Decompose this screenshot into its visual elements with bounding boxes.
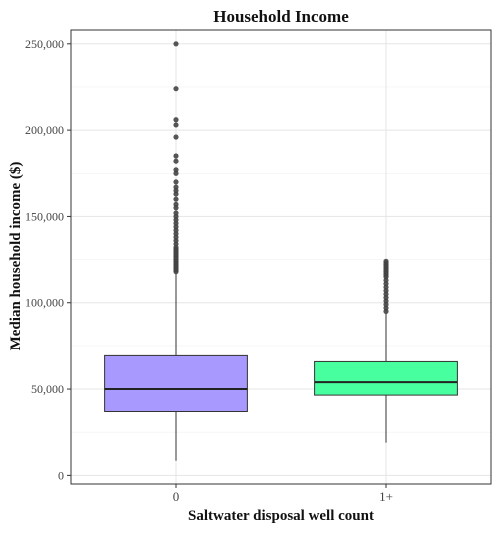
chart-title: Household Income <box>213 7 349 26</box>
box-group-one-plus <box>314 258 458 443</box>
y-tick-label: 150,000 <box>25 209 64 223</box>
outlier-point <box>173 86 179 92</box>
outlier-point <box>173 196 179 202</box>
outlier-point <box>173 179 179 185</box>
outlier-point <box>173 184 179 190</box>
outlier-point <box>383 258 389 264</box>
iqr-box <box>314 360 458 396</box>
outlier-point <box>173 153 179 159</box>
outlier-point <box>173 117 179 123</box>
box-layer <box>104 41 458 461</box>
outlier-point <box>173 210 179 216</box>
outlier-point <box>173 201 179 207</box>
x-tick-label: 1+ <box>379 489 393 504</box>
axis-layer: 0 50,000 100,000 150,000 200,000 250,000 0 1+ <box>25 37 393 504</box>
outlier-point <box>173 158 179 164</box>
y-tick-label: 100,000 <box>25 296 64 310</box>
grid-layer <box>71 30 491 484</box>
iqr-box <box>104 354 248 412</box>
outlier-point <box>173 122 179 128</box>
y-tick-label: 0 <box>58 468 64 482</box>
x-axis-label: Saltwater disposal well count <box>188 508 374 524</box>
x-tick-label: 0 <box>173 489 180 504</box>
outlier-point <box>173 167 179 173</box>
y-axis-label: Median household income ($) <box>8 162 24 351</box>
outlier-point <box>173 134 179 140</box>
y-tick-label: 50,000 <box>31 382 64 396</box>
y-tick-label: 250,000 <box>25 37 64 51</box>
panel-border <box>70 29 492 485</box>
y-tick-label: 200,000 <box>25 123 64 137</box>
outlier-point <box>173 41 179 47</box>
box-group-zero <box>104 41 248 461</box>
